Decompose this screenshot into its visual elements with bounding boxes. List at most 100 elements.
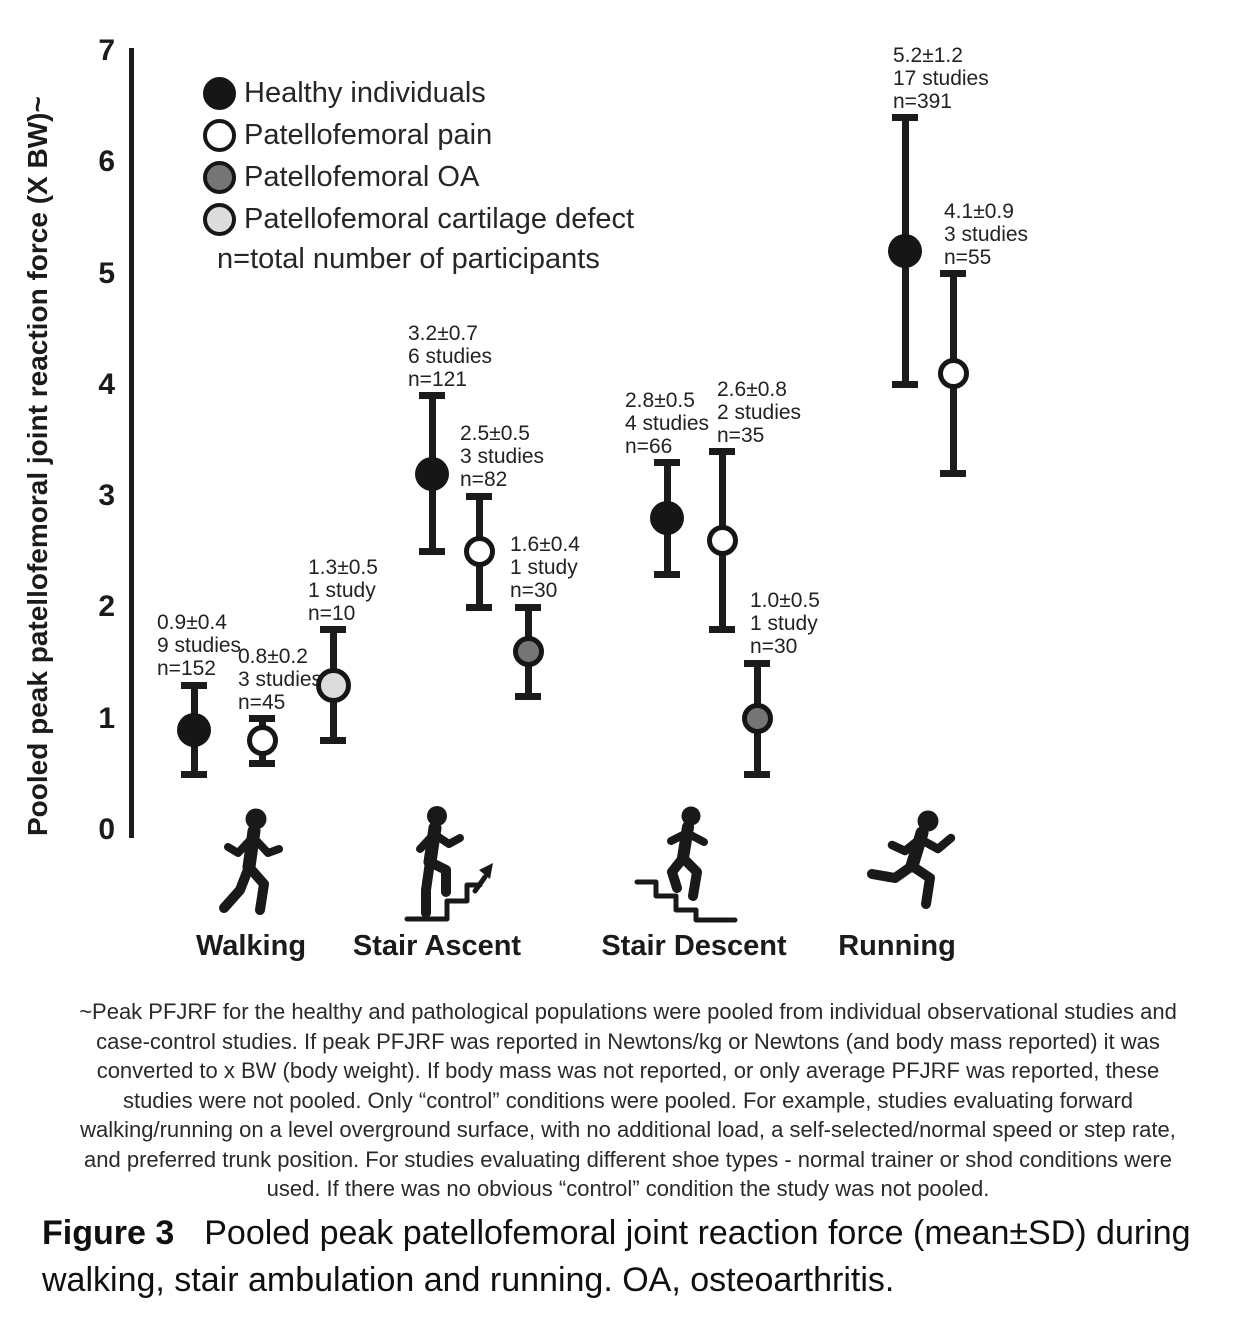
annotation-line: 3.2±0.7	[408, 321, 478, 345]
error-bar-cap	[466, 603, 492, 611]
legend-row-cartilage-defect: Patellofemoral cartilage defect	[203, 198, 634, 240]
legend-note: n=total number of participants	[217, 243, 600, 275]
patellofemoral-pain-marker-icon	[203, 118, 236, 152]
error-bar-cap	[940, 270, 966, 277]
point-annotation: 4.1±0.9 3 studies n=55	[944, 200, 1028, 269]
point-annotation: 0.9±0.4 9 studies n=152	[157, 611, 241, 680]
error-bar-cap	[744, 659, 770, 667]
annotation-line: 1.3±0.5	[308, 555, 378, 579]
annotation-line: n=82	[460, 468, 508, 492]
annotation-line: 3 studies	[238, 667, 323, 691]
y-tick-label: 3	[98, 479, 115, 513]
annotation-line: 6 studies	[408, 344, 493, 368]
annotation-line: 2.6±0.8	[717, 377, 787, 401]
patellofemoral-oa-marker-icon	[203, 160, 236, 194]
point-annotation: 2.5±0.5 3 studies n=82	[460, 422, 544, 491]
category-label: Stair Ascent	[352, 930, 522, 962]
error-bar-cap	[654, 570, 680, 578]
error-bar-cap	[654, 459, 680, 467]
error-bar-cap	[181, 681, 207, 689]
running-icon	[862, 810, 958, 926]
legend-row-patellofemoral-oa: Patellofemoral OA	[203, 156, 634, 198]
error-bar-cap	[515, 692, 541, 700]
error-bar-cap	[709, 448, 735, 456]
healthy-data-point	[888, 234, 922, 269]
legend-label: Patellofemoral cartilage defect	[244, 202, 635, 235]
oa-data-point	[512, 636, 544, 668]
category-label: Walking	[195, 930, 307, 962]
annotation-line: 1.6±0.4	[510, 533, 580, 557]
pfp-data-point	[246, 725, 278, 757]
point-annotation: 3.2±0.7 6 studies n=121	[408, 322, 492, 391]
point-annotation: 1.0±0.5 1 study n=30	[750, 589, 820, 658]
annotation-line: 5.2±1.2	[893, 43, 963, 67]
y-tick-label: 2	[98, 590, 115, 624]
point-annotation: 2.8±0.5 4 studies n=66	[625, 389, 709, 458]
annotation-line: n=35	[717, 423, 765, 447]
healthy-marker-icon	[203, 76, 236, 110]
annotation-line: n=30	[750, 635, 798, 659]
annotation-line: 2.8±0.5	[625, 388, 695, 412]
healthy-data-point	[415, 456, 449, 491]
cartilage-defect-marker-icon	[203, 202, 236, 236]
oa-data-point	[741, 703, 773, 735]
point-annotation: 1.6±0.4 1 study n=30	[510, 533, 580, 602]
error-bar-cap	[744, 770, 770, 778]
stair-ascent-icon	[401, 806, 501, 926]
stair-descent-icon	[633, 806, 751, 926]
annotation-line: n=66	[625, 434, 673, 458]
error-bar-cap	[419, 392, 445, 400]
legend-label: Patellofemoral pain	[244, 118, 493, 151]
annotation-line: n=30	[510, 579, 558, 603]
error-bar-cap	[249, 759, 275, 767]
annotation-line: 17 studies	[893, 66, 989, 90]
y-tick-label: 7	[98, 33, 115, 67]
point-annotation: 2.6±0.8 2 studies n=35	[717, 378, 801, 447]
annotation-line: 1 study	[510, 556, 578, 580]
error-bar-cap	[320, 626, 346, 634]
y-tick-label: 1	[98, 701, 115, 735]
annotation-line: 2.5±0.5	[460, 422, 530, 446]
annotation-line: n=391	[893, 89, 952, 113]
error-bar-cap	[249, 715, 275, 723]
walking-icon	[216, 808, 290, 926]
annotation-line: 2 studies	[717, 400, 802, 424]
y-tick-label: 0	[98, 813, 115, 846]
figure-footnote: ~Peak PFJRF for the healthy and patholog…	[79, 999, 1177, 1201]
point-annotation: 0.8±0.2 3 studies n=45	[238, 645, 322, 714]
pfp-data-point	[937, 358, 969, 390]
y-axis-line	[129, 48, 134, 838]
error-bar-cap	[181, 770, 207, 778]
error-bar-cap	[466, 492, 492, 500]
error-bar-cap	[515, 603, 541, 611]
annotation-line: 0.9±0.4	[157, 611, 227, 635]
error-bar-cap	[419, 548, 445, 556]
point-annotation: 1.3±0.5 1 study n=10	[308, 556, 378, 625]
annotation-line: n=121	[408, 367, 467, 391]
annotation-line: 3 studies	[460, 445, 545, 469]
error-bar-cap	[892, 381, 918, 389]
error-bar-cap	[940, 470, 966, 478]
annotation-line: n=10	[308, 601, 356, 625]
legend-label: Healthy individuals	[244, 76, 486, 109]
category-label: Stair Descent	[601, 930, 787, 962]
chart-area: Pooled peak patellofemoral joint reactio…	[22, 33, 1028, 962]
annotation-line: n=45	[238, 690, 286, 714]
error-bar-cap	[320, 737, 346, 745]
legend: Healthy individuals Patellofemoral pain …	[203, 72, 634, 276]
y-tick-label: 4	[98, 367, 115, 401]
figure-caption: Figure 3 Pooled peak patellofemoral joint…	[42, 1210, 1234, 1304]
annotation-line: 3 studies	[944, 222, 1029, 246]
annotation-line: n=152	[157, 657, 216, 681]
y-tick-label: 6	[98, 145, 115, 179]
annotation-line: n=55	[944, 245, 992, 269]
healthy-data-point	[650, 501, 684, 536]
pfp-data-point	[706, 525, 738, 557]
pfp-data-point	[463, 536, 495, 568]
y-tick-label: 5	[98, 256, 115, 290]
legend-row-patellofemoral-pain: Patellofemoral pain	[203, 114, 634, 156]
annotation-line: 0.8±0.2	[238, 644, 308, 668]
annotation-line: 4.1±0.9	[944, 199, 1014, 223]
error-bar-cap	[709, 626, 735, 634]
